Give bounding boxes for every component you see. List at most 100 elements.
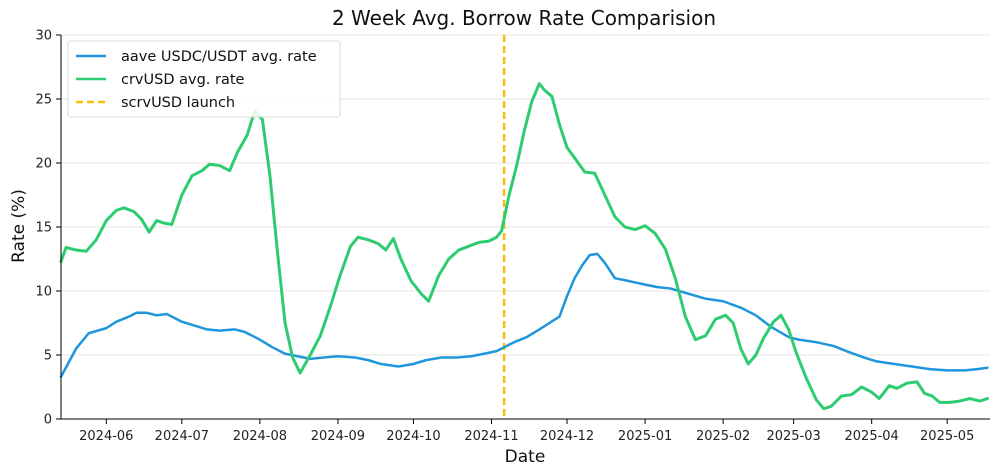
data-point [979, 400, 980, 401]
data-point [259, 339, 260, 340]
data-point [851, 394, 852, 395]
data-point [355, 357, 356, 358]
data-point [755, 315, 756, 316]
data-point [670, 288, 671, 289]
data-point [393, 238, 394, 239]
data-point [788, 336, 789, 337]
x-tick-label: 2025-04 [845, 429, 899, 444]
data-point [551, 96, 552, 97]
data-point [723, 301, 724, 302]
data-point [861, 386, 862, 387]
data-point [156, 315, 157, 316]
data-point [65, 247, 66, 248]
data-point [149, 232, 150, 233]
data-point [559, 316, 560, 317]
data-point [262, 119, 263, 120]
legend: aave USDC/USDT avg. rate crvUSD avg. rate… [67, 40, 341, 118]
data-point [116, 210, 117, 211]
data-point [88, 333, 89, 334]
data-point [685, 316, 686, 317]
data-point [755, 354, 756, 355]
data-point [458, 249, 459, 250]
data-point [297, 356, 298, 357]
data-point [574, 157, 575, 158]
data-point [385, 249, 386, 250]
data-point [798, 339, 799, 340]
data-point [831, 406, 832, 407]
data-point [350, 246, 351, 247]
x-tick-label: 2025-03 [766, 429, 820, 444]
y-axis-title: Rate (%) [9, 189, 29, 263]
x-tick-label: 2024-07 [155, 429, 209, 444]
data-point [725, 315, 726, 316]
data-point [468, 246, 469, 247]
data-point [987, 398, 988, 399]
y-tick-label: 25 [35, 93, 52, 108]
x-tick-label: 2024-06 [79, 429, 133, 444]
data-point [181, 321, 182, 322]
data-point [310, 354, 311, 355]
data-point [247, 134, 248, 135]
data-point [123, 207, 124, 208]
data-point [141, 219, 142, 220]
data-point [705, 335, 706, 336]
data-point [876, 361, 877, 362]
data-point [116, 321, 117, 322]
data-point [284, 353, 285, 354]
data-point [428, 301, 429, 302]
data-point [931, 395, 932, 396]
x-axis-ticks: 2024-06 2024-07 2024-08 2024-09 2024-10 2024-… [79, 419, 974, 444]
data-point [471, 356, 472, 357]
data-point [398, 366, 399, 367]
data-point [871, 392, 872, 393]
data-point [194, 325, 195, 326]
data-point [748, 363, 749, 364]
data-point [420, 293, 421, 294]
data-point [740, 307, 741, 308]
data-point [906, 383, 907, 384]
data-point [488, 240, 489, 241]
data-point [959, 400, 960, 401]
data-point [337, 356, 338, 357]
crvusd-avg-rate-series [59, 82, 989, 411]
data-point [322, 357, 323, 358]
data-point [456, 357, 457, 358]
data-point [146, 312, 147, 313]
data-point [773, 321, 774, 322]
data-point [566, 296, 567, 297]
data-point [896, 388, 897, 389]
data-point [655, 233, 656, 234]
data-point [740, 348, 741, 349]
data-point [164, 223, 165, 224]
data-point [504, 347, 505, 348]
data-point [977, 368, 978, 369]
data-point [531, 101, 532, 102]
y-tick-label: 20 [35, 157, 52, 172]
data-point [833, 345, 834, 346]
data-point [559, 124, 560, 125]
data-point [864, 357, 865, 358]
series-line [59, 252, 989, 379]
data-point [733, 322, 734, 323]
data-point [949, 402, 950, 403]
data-point [780, 315, 781, 316]
data-point [584, 171, 585, 172]
data-point [574, 278, 575, 279]
data-point [939, 402, 940, 403]
data-point [516, 165, 517, 166]
data-point [166, 313, 167, 314]
data-point [788, 329, 789, 330]
data-point [846, 351, 847, 352]
data-point [234, 329, 235, 330]
data-point [806, 377, 807, 378]
data-point [86, 251, 87, 252]
data-point [796, 352, 797, 353]
data-point [841, 395, 842, 396]
data-point [483, 353, 484, 354]
data-point [413, 363, 414, 364]
data-point [614, 278, 615, 279]
data-point [106, 220, 107, 221]
data-point [763, 338, 764, 339]
data-point [320, 335, 321, 336]
